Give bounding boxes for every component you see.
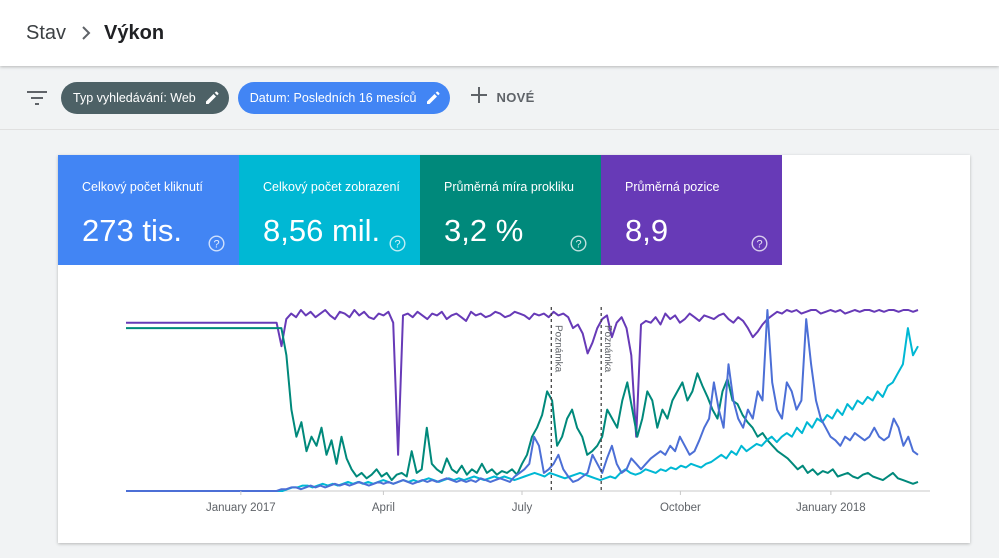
- metric-value: 273 tis.: [82, 213, 182, 248]
- series-line-clicks[interactable]: [126, 309, 919, 492]
- x-axis-tick-label: April: [372, 502, 395, 514]
- chart-tick-layer: January 2017 April July October January 2018: [206, 491, 866, 514]
- metric-label: Průměrná míra prokliku: [444, 180, 574, 194]
- series-line-ctr[interactable]: [126, 327, 919, 485]
- metric-average-position[interactable]: Průměrná pozice 8,9 ?: [601, 155, 782, 265]
- date-chip[interactable]: Datum: Posledních 16 mesíců: [237, 81, 450, 114]
- metric-value: 8,56 mil.: [263, 213, 381, 248]
- metric-total-clicks[interactable]: Celkový počet kliknutí 273 tis. ?: [58, 155, 239, 265]
- metric-value: 3,2 %: [444, 213, 524, 248]
- x-axis-tick-label: July: [512, 502, 533, 514]
- help-icon[interactable]: ?: [751, 235, 768, 257]
- x-axis-tick-label: October: [660, 502, 701, 514]
- metric-label: Průměrná pozice: [625, 180, 720, 194]
- plus-icon: [470, 87, 487, 108]
- edit-icon[interactable]: [205, 90, 219, 105]
- annotation-label[interactable]: Poznámka: [552, 325, 563, 373]
- metric-label: Celkový počet zobrazení: [263, 180, 400, 194]
- chart-series-layer: [126, 309, 919, 492]
- x-axis-tick-label: January 2017: [206, 502, 276, 514]
- metric-tabs: Celkový počet kliknutí 273 tis. ? Celkov…: [58, 155, 782, 265]
- metric-value: 8,9: [625, 213, 669, 248]
- svg-text:?: ?: [213, 239, 219, 251]
- filter-icon[interactable]: [26, 87, 48, 109]
- svg-text:?: ?: [756, 239, 762, 251]
- series-line-impressions[interactable]: [126, 327, 919, 492]
- svg-text:?: ?: [575, 239, 581, 251]
- breadcrumb-parent[interactable]: Stav: [26, 21, 67, 44]
- date-chip-label: Datum: Posledních 16 mesíců: [249, 90, 417, 105]
- performance-chart[interactable]: Poznámka Poznámka January 2017 April July Oc…: [58, 265, 970, 543]
- page-title: Výkon: [104, 21, 165, 44]
- annotation-label[interactable]: Poznámka: [602, 325, 613, 373]
- filter-bar: Typ vyhledávání: Web Datum: Posledních 1…: [0, 66, 999, 130]
- metric-label: Celkový počet kliknutí: [82, 180, 203, 194]
- series-line-position[interactable]: [126, 309, 919, 456]
- chart-annotation-layer: Poznámka Poznámka: [550, 307, 613, 491]
- help-icon[interactable]: ?: [208, 235, 225, 257]
- help-icon[interactable]: ?: [389, 235, 406, 257]
- svg-text:?: ?: [394, 239, 400, 251]
- chevron-right-icon: [81, 26, 91, 40]
- x-axis-tick-label: January 2018: [796, 502, 866, 514]
- metric-total-impressions[interactable]: Celkový počet zobrazení 8,56 mil. ?: [239, 155, 420, 265]
- top-bar: Stav Výkon: [0, 0, 999, 66]
- search-type-chip[interactable]: Typ vyhledávání: Web: [61, 81, 229, 114]
- performance-card: Celkový počet kliknutí 273 tis. ? Celkov…: [58, 155, 970, 543]
- new-filter-button[interactable]: NOVÉ: [470, 87, 535, 108]
- search-type-chip-label: Typ vyhledávání: Web: [73, 90, 196, 105]
- edit-icon[interactable]: [426, 90, 440, 105]
- metric-average-ctr[interactable]: Průměrná míra prokliku 3,2 % ?: [420, 155, 601, 265]
- help-icon[interactable]: ?: [570, 235, 587, 257]
- new-filter-label: NOVÉ: [496, 90, 535, 105]
